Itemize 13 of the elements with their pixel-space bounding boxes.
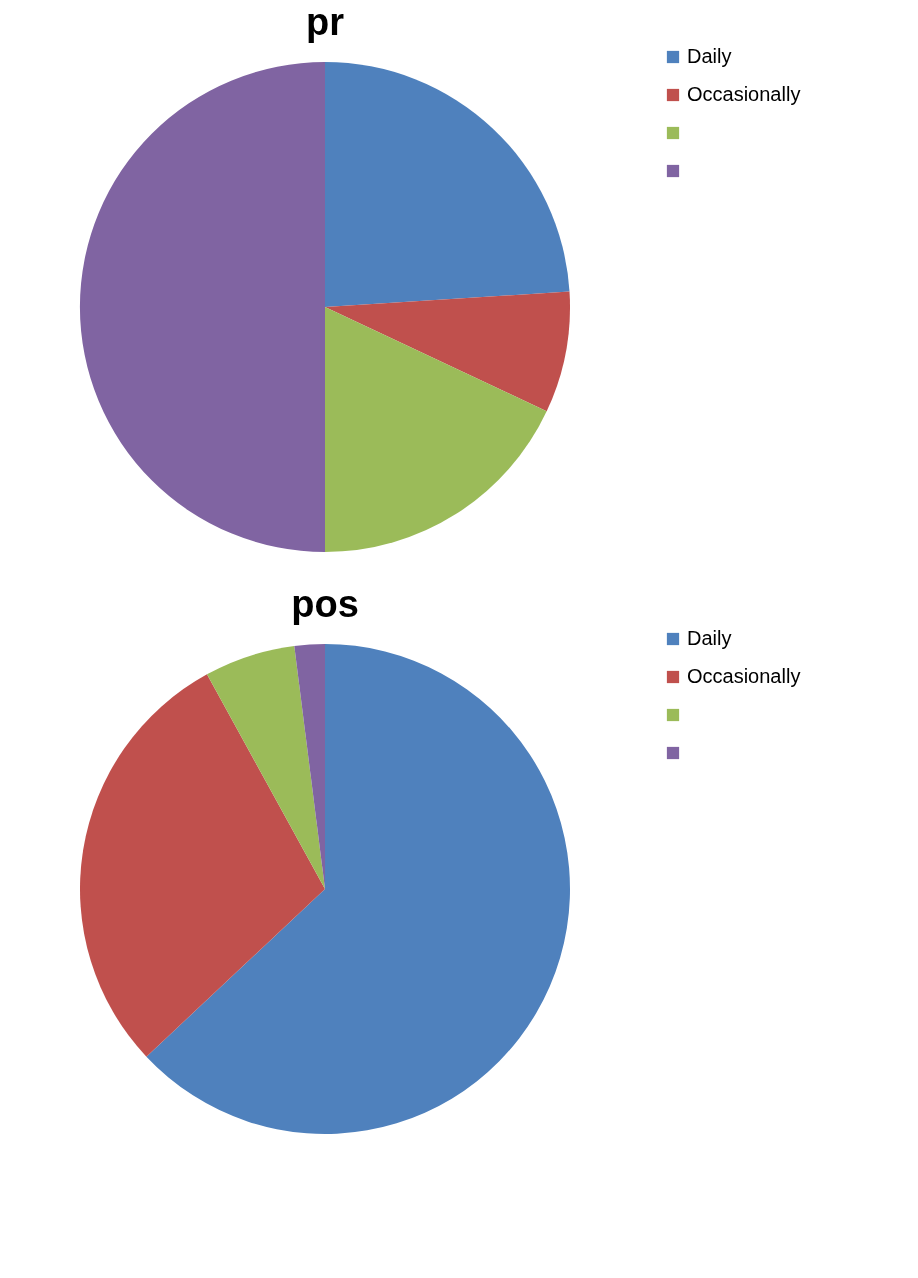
- legend-label: Daily: [687, 627, 732, 649]
- pie-slice: [146, 644, 570, 1134]
- legend-label: Occasionally: [687, 83, 801, 105]
- chart-title: pos: [291, 583, 359, 625]
- pie-slice: [80, 62, 325, 552]
- pie-slice: [80, 674, 325, 1057]
- pie-slice: [325, 62, 570, 307]
- legend-label: Daily: [687, 45, 732, 67]
- pie-slice: [206, 645, 325, 889]
- chart-title: pr: [306, 1, 345, 43]
- legend-label: Occasionally: [687, 665, 801, 687]
- pie-slice: [325, 307, 547, 552]
- pie-slice: [325, 291, 570, 412]
